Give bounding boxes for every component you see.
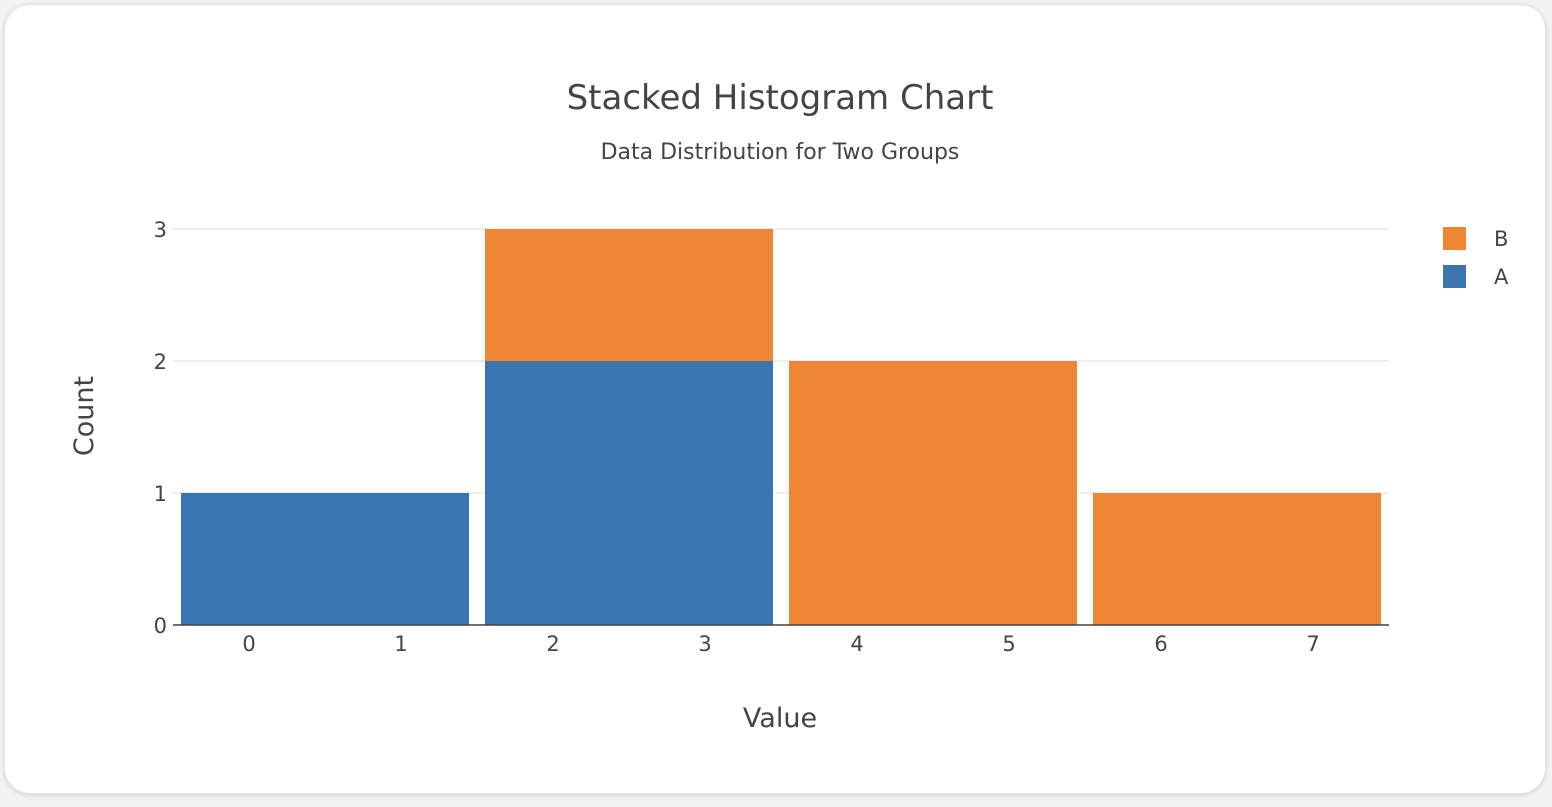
x-tick-label-7: 7: [1306, 632, 1319, 656]
chart-title: Stacked Histogram Chart: [567, 78, 994, 118]
legend-label-B: B: [1494, 227, 1508, 251]
gridlines: [173, 228, 1389, 494]
x-tick-label-4: 4: [850, 632, 863, 656]
x-tick-label-2: 2: [546, 632, 559, 656]
x-tick-label-0: 0: [242, 632, 255, 656]
y-axis-title: Count: [69, 376, 100, 456]
x-axis-title: Value: [743, 703, 817, 734]
legend-swatch-B: [1443, 227, 1466, 250]
legend-label-A: A: [1494, 265, 1509, 289]
x-axis-ticks: 0 1 2 3 4 5 6 7: [242, 632, 1319, 656]
y-tick-label-2: 2: [154, 350, 167, 374]
y-tick-label-3: 3: [154, 218, 167, 242]
legend-item-B[interactable]: B: [1443, 227, 1508, 251]
y-axis-ticks: 0 1 2 3: [154, 218, 167, 638]
legend: BA: [1443, 227, 1509, 289]
legend-swatch-A: [1443, 265, 1466, 288]
bar-A-bin-0[interactable]: [181, 493, 469, 625]
chart-subtitle: Data Distribution for Two Groups: [601, 140, 960, 165]
x-tick-label-6: 6: [1154, 632, 1167, 656]
bar-A-bin-1[interactable]: [485, 361, 773, 625]
legend-item-A[interactable]: A: [1443, 265, 1509, 289]
chart-card: Stacked Histogram Chart Data Distributio…: [4, 4, 1546, 794]
x-tick-label-3: 3: [698, 632, 711, 656]
bar-B-bin-1[interactable]: [485, 229, 773, 361]
x-tick-label-5: 5: [1002, 632, 1015, 656]
bars: [181, 229, 1381, 625]
y-tick-label-1: 1: [154, 482, 167, 506]
stacked-histogram-chart: Stacked Histogram Chart Data Distributio…: [69, 78, 1509, 734]
y-tick-label-0: 0: [154, 614, 167, 638]
bar-B-bin-2[interactable]: [789, 361, 1077, 625]
x-tick-label-1: 1: [394, 632, 407, 656]
bar-B-bin-3[interactable]: [1093, 493, 1381, 625]
